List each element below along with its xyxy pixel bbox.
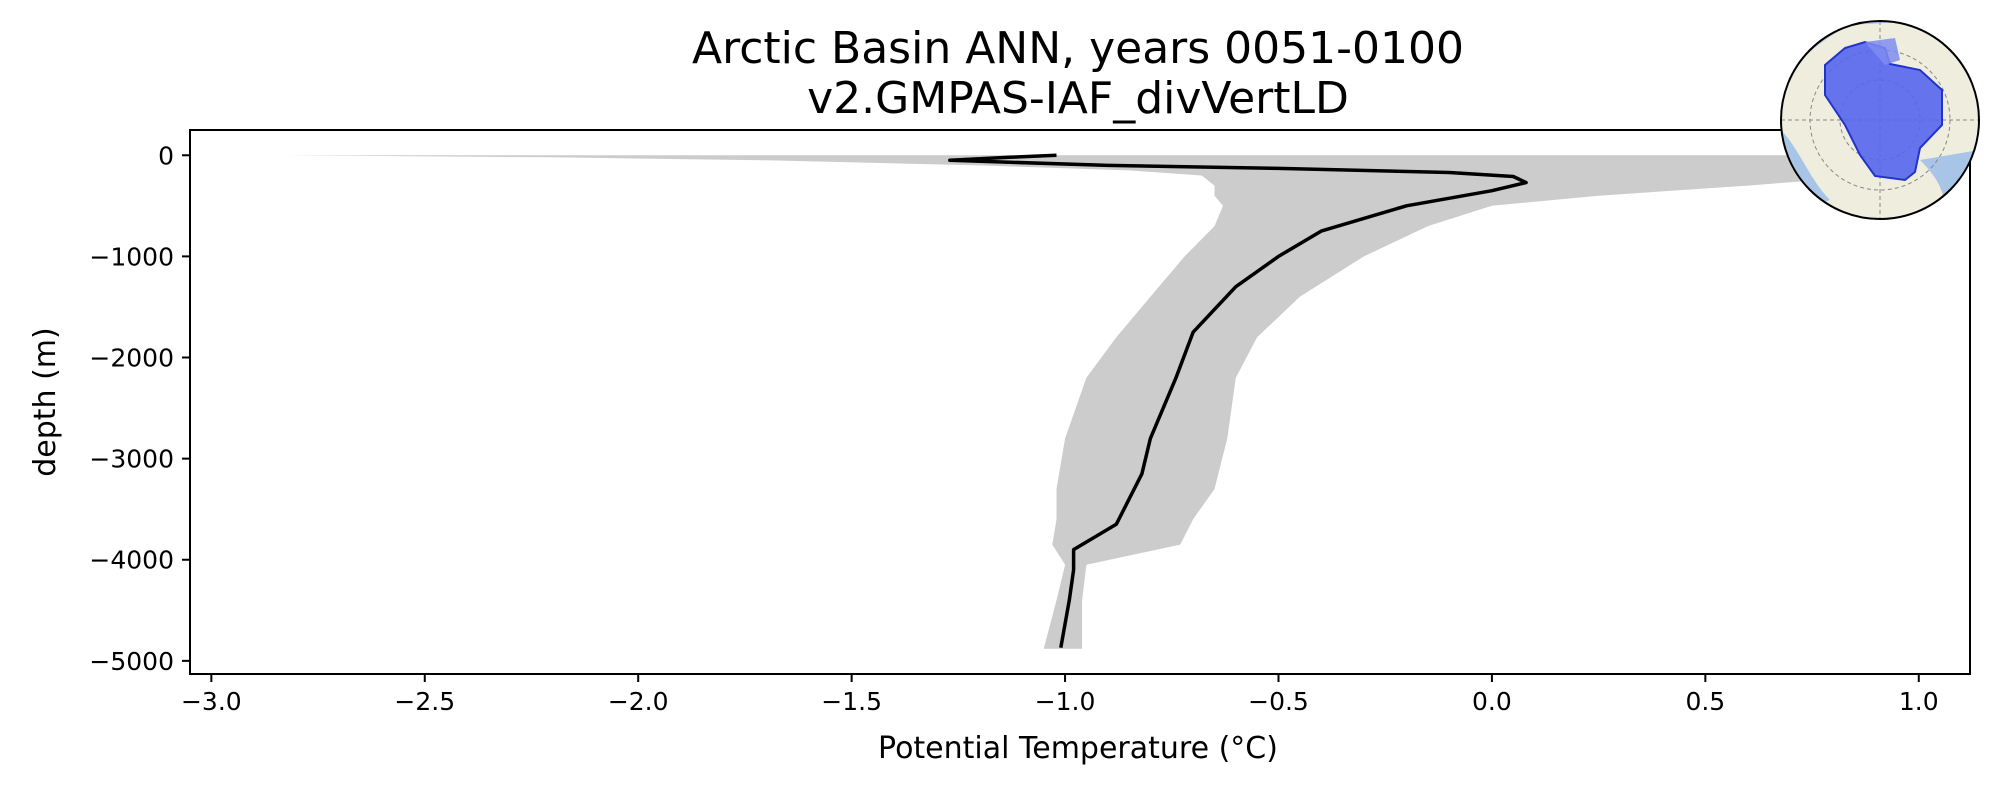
y-tick-label: −1000: [89, 242, 174, 271]
x-tick-label: −0.5: [1248, 687, 1309, 716]
x-tick-label: −2.5: [394, 687, 455, 716]
x-tick-label: −2.0: [608, 687, 669, 716]
chart-subtitle: v2.GMPAS-IAF_divVertLD: [807, 73, 1349, 124]
mean-profile-line: [948, 153, 1528, 649]
y-tick-label: −3000: [89, 445, 174, 474]
x-tick-label: 1.0: [1899, 687, 1939, 716]
x-tick-label: −1.0: [1035, 687, 1096, 716]
y-tick-label: −4000: [89, 546, 174, 575]
x-axis-label: Potential Temperature (°C): [878, 731, 1278, 766]
axes-frame: [189, 129, 1971, 675]
y-tick-label: 0: [158, 141, 174, 170]
plot-area: −3.0 −2.5 −2.0 −1.5 −1.0 −0.5 0.0 0.5 1.0 0 −1000 −…: [89, 129, 1971, 716]
y-tick-label: −5000: [89, 647, 174, 676]
chart-title: Arctic Basin ANN, years 0051-0100: [692, 23, 1464, 74]
x-tick-label: −3.0: [181, 687, 242, 716]
y-tick-label: −2000: [89, 344, 174, 373]
x-tick-label: 0.0: [1472, 687, 1512, 716]
x-tick-label: −1.5: [821, 687, 882, 716]
spread-band: [283, 155, 1919, 649]
y-axis-label: depth (m): [28, 327, 63, 477]
x-tick-label: 0.5: [1685, 687, 1725, 716]
region-map-inset: [1780, 20, 1980, 220]
